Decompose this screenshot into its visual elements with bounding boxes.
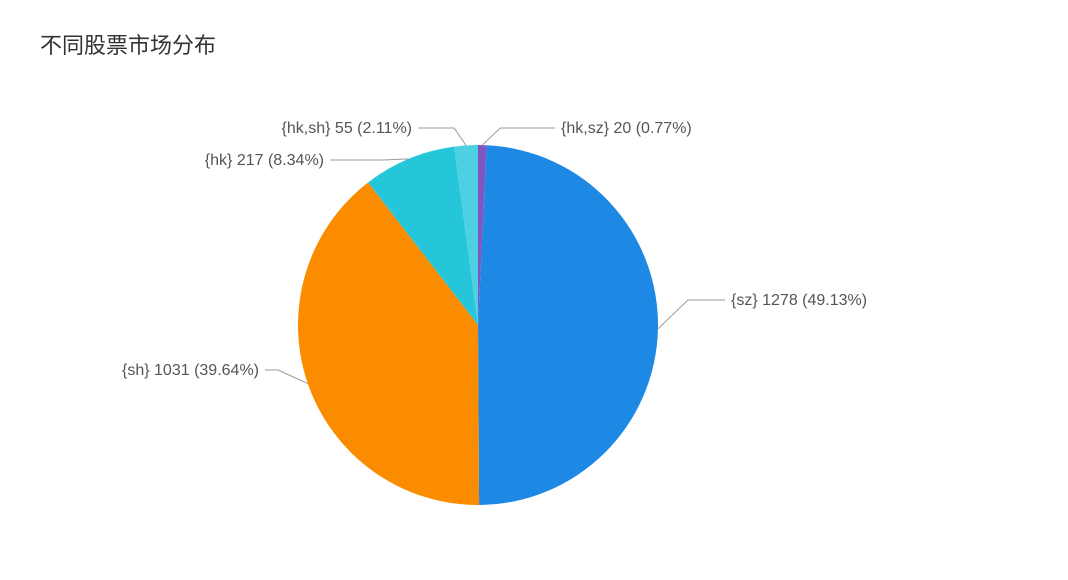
chart-container: 不同股票市场分布 {hk,sz} 20 (0.77%) {sz} 1278 (4…	[0, 0, 1068, 580]
slice-label-hk-sh: {hk,sh} 55 (2.11%)	[282, 120, 412, 137]
slice-label-sz: {sz} 1278 (49.13%)	[731, 292, 867, 309]
leader-sh	[265, 370, 308, 384]
leader-hk	[330, 159, 409, 160]
slice-label-sh: {sh} 1031 (39.64%)	[122, 362, 259, 379]
pie-slice	[478, 145, 658, 505]
leader-hk-sh	[418, 128, 466, 145]
leader-sz	[658, 300, 725, 329]
slice-label-hk-sz: {hk,sz} 20 (0.77%)	[561, 120, 692, 137]
pie-chart: {hk,sz} 20 (0.77%) {sz} 1278 (49.13%) {s…	[0, 0, 1068, 580]
slice-label-hk: {hk} 217 (8.34%)	[205, 152, 324, 169]
leader-hk-sz	[482, 128, 555, 145]
